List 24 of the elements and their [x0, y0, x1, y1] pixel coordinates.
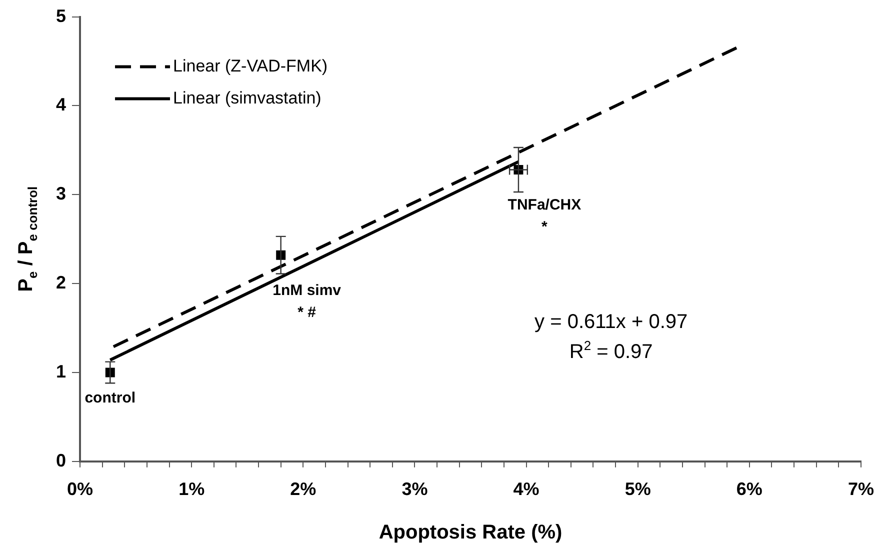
x-tick-label: 7%	[848, 479, 874, 500]
y-tick-label: 0	[56, 450, 66, 470]
y-axis-title: Pe / Pe control	[15, 186, 40, 292]
x-tick-label: 4%	[513, 479, 540, 500]
y-tick-label: 3	[56, 184, 66, 204]
x-tick-label: 6%	[736, 479, 762, 500]
x-tick-label: 1%	[178, 479, 205, 500]
x-tick-label: 5%	[624, 479, 651, 500]
annotation: TNFa/CHX	[508, 196, 582, 214]
x-axis-title: Apoptosis Rate (%)	[378, 522, 562, 544]
annotation: control	[84, 389, 136, 406]
x-tick-label: 2%	[290, 479, 316, 500]
annotation: * #	[298, 304, 317, 322]
y-tick-label: 4	[56, 94, 66, 115]
annotation: 1nM simv	[272, 282, 342, 300]
y-tick-label: 1	[56, 361, 66, 382]
annotation: *	[542, 218, 548, 236]
y-tick-label: 2	[56, 272, 66, 293]
x-tick-label: 3%	[402, 479, 428, 500]
legend-label: Linear (Z-VAD-FMK)	[173, 56, 328, 76]
x-tick-label: 0%	[67, 479, 94, 500]
y-tick-label: 5	[56, 6, 66, 26]
legend-label: Linear (simvastatin)	[173, 88, 322, 108]
annotation: y = 0.611x + 0.97	[534, 311, 688, 334]
